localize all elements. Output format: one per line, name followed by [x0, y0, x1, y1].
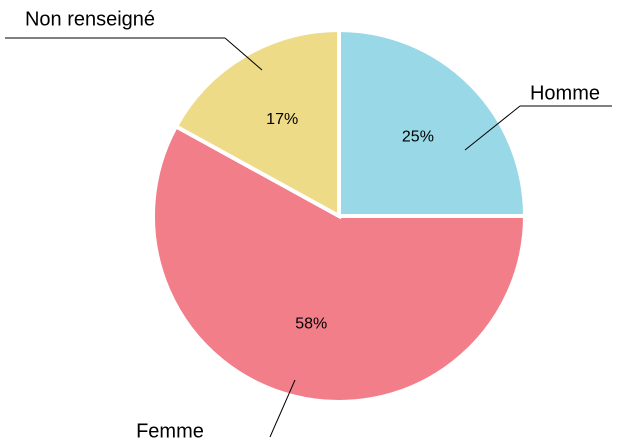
leader-line [224, 37, 263, 71]
category-label: Non renseigné [25, 8, 155, 30]
pie-slice [337, 27, 528, 218]
pie-slice [151, 123, 528, 404]
value-label: 58% [295, 315, 327, 332]
leader-line [269, 379, 296, 438]
pie-slice [173, 27, 341, 220]
value-label: 17% [266, 111, 298, 128]
value-label: 25% [402, 128, 434, 145]
category-label: Femme [136, 420, 204, 442]
category-label: Homme [530, 82, 600, 104]
leader-line [464, 105, 521, 151]
